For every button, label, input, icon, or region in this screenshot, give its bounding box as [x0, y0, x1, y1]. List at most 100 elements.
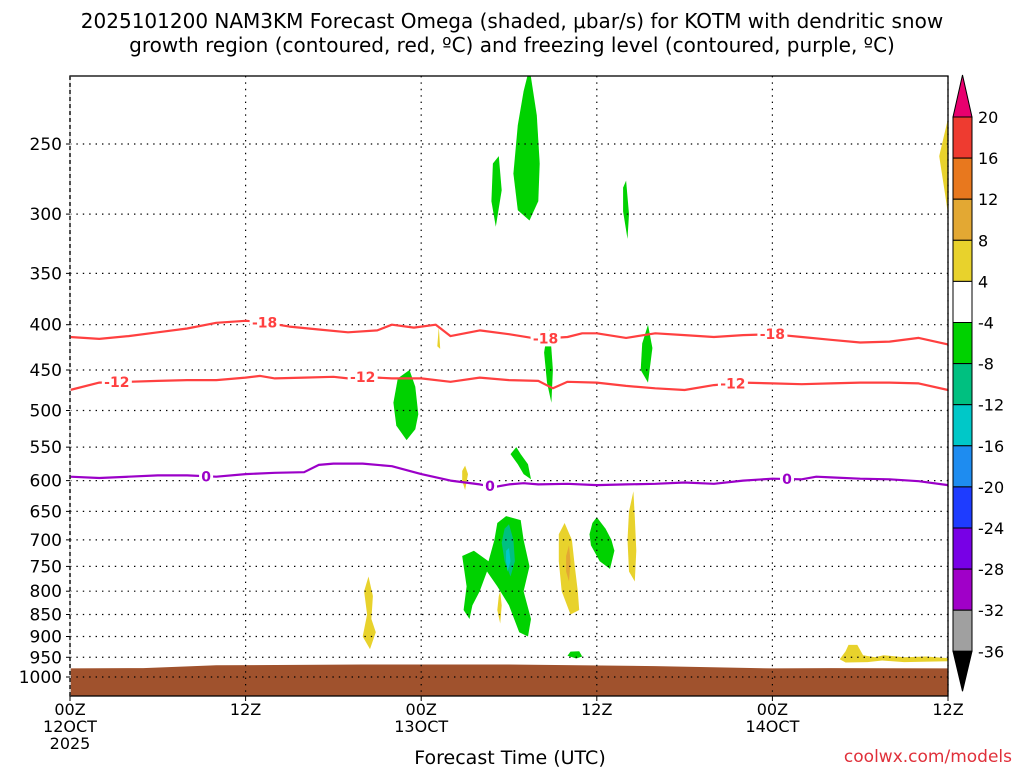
contour-label: 0	[782, 472, 792, 488]
y-tick-label: 300	[30, 205, 62, 225]
omega-region	[513, 76, 540, 221]
y-tick-label: 900	[30, 627, 62, 647]
colorbar-label: -36	[978, 642, 1004, 661]
contour-line	[69, 374, 949, 392]
y-tick-label: 350	[30, 264, 62, 284]
x-tick-label: 14OCT	[745, 717, 799, 736]
contour-line	[69, 462, 949, 489]
y-tick-label: 950	[30, 648, 62, 668]
omega-region	[566, 545, 571, 582]
omega-region	[839, 644, 948, 663]
colorbar: 20 16 12 8 4 -4 -8 -12 -16 -20 -24 -28 -32 -36	[952, 74, 1004, 692]
colorbar-label: -16	[978, 437, 1004, 456]
colorbar-label: -32	[978, 601, 1004, 620]
omega-region	[362, 576, 376, 650]
contour-label: -18	[760, 327, 785, 343]
omega-region	[462, 465, 468, 491]
omega-region	[497, 591, 502, 624]
colorbar-label: -12	[978, 396, 1004, 415]
colorbar-segment	[952, 527, 973, 570]
colorbar-segment	[952, 157, 973, 200]
omega-region	[437, 326, 441, 349]
omega-region	[544, 329, 553, 403]
colorbar-label: 12	[978, 190, 998, 209]
y-tick-label: 550	[30, 438, 62, 458]
contour-label: -12	[104, 375, 129, 391]
y-tick-label: 850	[30, 606, 62, 626]
y-tick-label: 250	[30, 135, 62, 155]
x-tick-label: 12Z	[932, 700, 963, 719]
x-axis-label: Forecast Time (UTC)	[414, 747, 605, 768]
chart-title-line2: growth region (contoured, red, ºC) and f…	[129, 33, 895, 57]
colorbar-label: -4	[978, 314, 994, 333]
x-tick-label: 00Z	[406, 700, 437, 719]
omega-region	[567, 651, 583, 659]
colorbar-segment	[952, 486, 973, 529]
x-tick-label: 12OCT	[43, 717, 97, 736]
colorbar-label: 16	[978, 149, 998, 168]
omega-region	[393, 370, 419, 441]
omega-region	[627, 491, 637, 582]
axes: 2503003504004505005506006507007508008509…	[19, 75, 964, 753]
contour-label: 0	[485, 479, 495, 495]
y-tick-label: 750	[30, 557, 62, 577]
contour-label: -18	[533, 331, 558, 347]
y-tick-label: 400	[30, 316, 62, 336]
colorbar-segment	[952, 239, 973, 282]
colorbar-segment	[952, 198, 973, 241]
chart-title-line1: 2025101200 NAM3KM Forecast Omega (shaded…	[81, 9, 943, 33]
y-tick-label: 450	[30, 361, 62, 381]
contour-label-bg	[199, 468, 214, 485]
contour-label-bg	[482, 478, 497, 495]
omega-region	[491, 156, 502, 227]
y-tick-label: 700	[30, 531, 62, 551]
colorbar-segment	[952, 609, 973, 652]
contour-label-bg	[347, 368, 378, 385]
colorbar-segment	[952, 445, 973, 488]
omega-region	[939, 118, 948, 215]
colorbar-label: 8	[978, 231, 988, 250]
contour-label-bg	[717, 375, 748, 392]
omega-region	[589, 517, 615, 569]
x-tick-label: 12Z	[581, 700, 612, 719]
y-tick-label: 650	[30, 502, 62, 522]
contour-label-bg	[101, 374, 132, 391]
x-tick-label: 12Z	[230, 700, 261, 719]
colorbar-label: -24	[978, 519, 1004, 538]
colorbar-segment	[952, 404, 973, 447]
colorbar-segment	[952, 280, 973, 323]
y-tick-label: 800	[30, 582, 62, 602]
colorbar-bottom-arrow	[952, 650, 973, 692]
contour-label: -12	[720, 376, 745, 392]
colorbar-segment	[952, 322, 973, 365]
x-tick-label: 13OCT	[394, 717, 448, 736]
colorbar-label: -28	[978, 560, 1004, 579]
contour-label-bg	[757, 326, 788, 343]
x-tick-label: 00Z	[54, 700, 85, 719]
y-tick-label: 600	[30, 472, 62, 492]
colorbar-segment	[952, 116, 973, 159]
ground-terrain	[70, 664, 948, 696]
colorbar-segment	[952, 363, 973, 406]
omega-region	[506, 548, 511, 572]
omega-region	[623, 180, 629, 239]
y-tick-label: 500	[30, 402, 62, 422]
x-tick-label: 00Z	[757, 700, 788, 719]
contour-label-bg	[249, 314, 280, 331]
omega-region	[640, 324, 653, 383]
colorbar-segment	[952, 568, 973, 611]
colorbar-label: 20	[978, 108, 998, 127]
contour-label: -18	[252, 316, 277, 332]
y-tick-label: 1000	[19, 668, 62, 688]
contour-label: 0	[201, 469, 211, 485]
colorbar-label: 4	[978, 272, 988, 291]
contour-label: -12	[350, 370, 375, 386]
colorbar-label: -20	[978, 478, 1004, 497]
contour-label-bg	[530, 330, 561, 347]
plot-content	[70, 76, 948, 696]
x-tick-label: 2025	[50, 734, 91, 753]
watermark-text: coolwx.com/models	[844, 747, 1012, 767]
colorbar-label: -8	[978, 355, 994, 374]
